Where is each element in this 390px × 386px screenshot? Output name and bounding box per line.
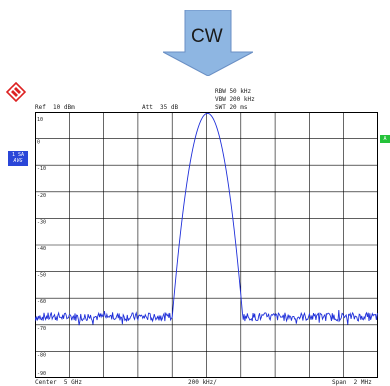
grid-lines <box>35 112 378 378</box>
y-tick-labels: 10 0 -10 -20 -30 -40 -50 -60 -70 -80 -90 <box>37 117 46 377</box>
center-frequency-readout: Center 5 GHz <box>35 379 82 386</box>
trace-line <box>35 112 378 326</box>
span-per-div-readout: 200 kHz/ <box>188 379 217 386</box>
ref-level-readout: Ref 10 dBm <box>35 104 75 111</box>
y-tick-label: -10 <box>37 166 46 172</box>
y-tick-label: -20 <box>37 193 46 199</box>
cw-label: CW <box>191 26 223 47</box>
logo-icon <box>6 82 26 102</box>
trace-mode-badge: 1 SA AVG <box>8 151 28 166</box>
y-tick-label: -30 <box>37 219 46 225</box>
y-tick-label: -90 <box>37 371 46 377</box>
y-tick-label: -80 <box>37 352 46 358</box>
y-tick-label: -60 <box>37 299 46 305</box>
detector-label: AVG <box>13 158 23 164</box>
y-tick-label: -40 <box>37 246 46 252</box>
y-tick-label: 0 <box>37 140 40 146</box>
y-tick-label: -70 <box>37 326 46 332</box>
spectrum-plot: 10 0 -10 -20 -30 -40 -50 -60 -70 -80 -90 <box>35 112 378 378</box>
y-tick-label: -50 <box>37 273 46 279</box>
sweep-time-readout: SWT 20 ms <box>215 104 248 111</box>
marker-a-badge: A <box>380 135 390 143</box>
y-tick-label: 10 <box>37 117 43 123</box>
trace-mode-label: 1 SA <box>11 152 25 158</box>
span-readout: Span 2 MHz <box>332 379 372 386</box>
rbw-readout: RBW 50 kHz <box>215 88 252 95</box>
attenuation-readout: Att 35 dB <box>142 104 179 111</box>
cw-arrow-banner <box>163 10 253 76</box>
vbw-readout: VBW 200 kHz <box>215 96 255 103</box>
